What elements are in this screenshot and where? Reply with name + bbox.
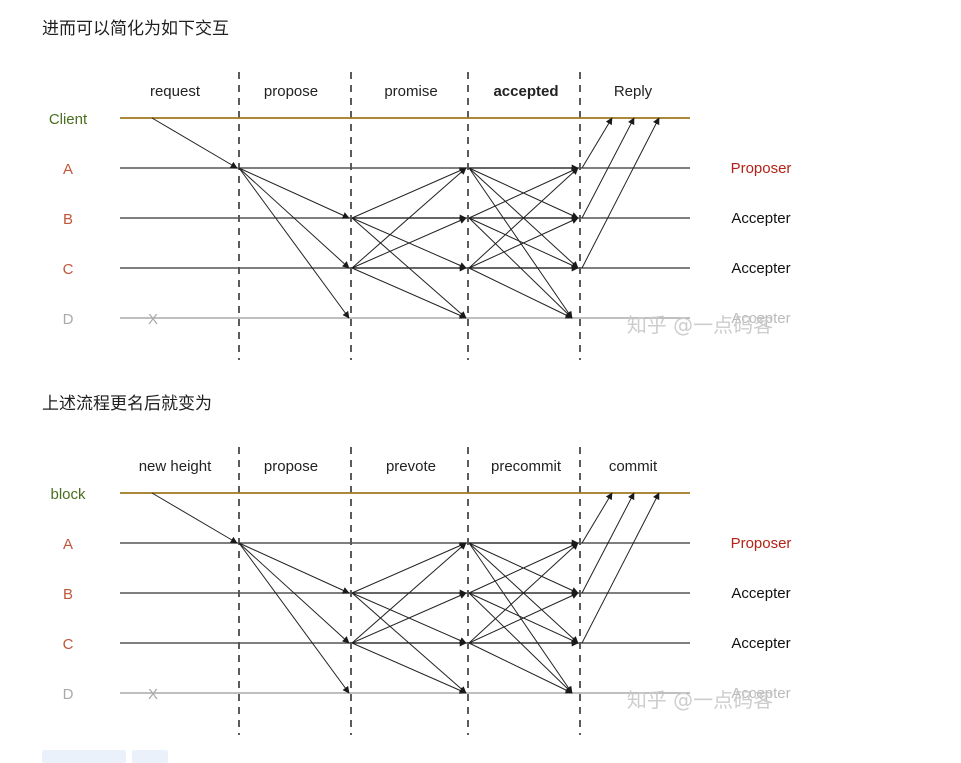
node-label: A xyxy=(63,536,73,553)
message-arrow xyxy=(238,542,350,694)
message-arrow xyxy=(468,167,579,269)
node-label: A xyxy=(63,161,73,178)
message-arrow xyxy=(351,167,467,269)
message-arrow xyxy=(581,117,613,169)
message-arrow xyxy=(238,542,350,594)
section-heading-1: 进而可以简化为如下交互 xyxy=(42,19,229,39)
message-arrow xyxy=(238,167,350,219)
node-label: block xyxy=(50,486,86,503)
phase-label: commit xyxy=(609,458,658,475)
message-arrow xyxy=(581,492,635,594)
watermark: 知乎 @一点码客 xyxy=(627,313,773,337)
phase-label: request xyxy=(150,83,201,100)
role-label: Accepter xyxy=(731,310,790,327)
message-arrow xyxy=(151,492,238,544)
role-label: Accepter xyxy=(731,260,790,277)
toolbar-block xyxy=(132,750,168,763)
role-label: Proposer xyxy=(731,160,792,177)
message-arrow xyxy=(581,117,635,219)
message-arrow xyxy=(351,217,467,269)
message-arrow xyxy=(581,117,660,269)
bottom-toolbar xyxy=(42,750,168,763)
node-label: C xyxy=(63,261,74,278)
message-arrow xyxy=(238,542,350,644)
message-arrow xyxy=(468,542,579,594)
message-arrow xyxy=(351,592,467,644)
role-label: Accepter xyxy=(731,210,790,227)
message-arrow xyxy=(351,542,467,594)
message-arrow xyxy=(468,542,579,644)
role-label: Proposer xyxy=(731,535,792,552)
role-label: Accepter xyxy=(731,635,790,652)
phase-label: accepted xyxy=(493,83,558,100)
phase-label: promise xyxy=(384,83,437,100)
message-arrow xyxy=(468,167,579,219)
toolbar-block xyxy=(42,750,126,763)
message-arrow xyxy=(581,492,660,644)
message-arrow xyxy=(581,492,613,544)
message-arrow xyxy=(238,167,350,269)
role-label: Accepter xyxy=(731,585,790,602)
role-label: Accepter xyxy=(731,685,790,702)
phase-label: precommit xyxy=(491,458,562,475)
watermark: 知乎 @一点码客 xyxy=(627,688,773,712)
message-arrow xyxy=(468,592,579,644)
phase-label: propose xyxy=(264,458,318,475)
phase-label: Reply xyxy=(614,83,653,100)
phase-label: prevote xyxy=(386,458,436,475)
message-arrow xyxy=(468,267,573,319)
message-arrow xyxy=(351,642,467,694)
message-arrow xyxy=(468,217,579,269)
phase-label: propose xyxy=(264,83,318,100)
node-label: C xyxy=(63,636,74,653)
message-arrow xyxy=(238,167,350,319)
message-arrow xyxy=(468,642,573,694)
node-label: B xyxy=(63,586,73,603)
node-label: Client xyxy=(49,111,88,128)
failure-marker: X xyxy=(148,311,158,328)
node-label: D xyxy=(63,686,74,703)
node-label: D xyxy=(63,311,74,328)
message-arrow xyxy=(351,167,467,219)
message-flow-diagram-2: new height propose prevote precommit commit b… xyxy=(50,447,792,735)
message-arrow xyxy=(468,542,573,694)
message-arrow xyxy=(351,542,467,644)
node-label: B xyxy=(63,211,73,228)
message-arrow xyxy=(468,167,573,319)
message-arrow xyxy=(351,267,467,319)
section-heading-2: 上述流程更名后就变为 xyxy=(42,394,212,414)
message-arrow xyxy=(151,117,238,169)
message-flow-diagram-1: request propose promise accepted Reply Client… xyxy=(49,72,792,360)
phase-label: new height xyxy=(139,458,212,475)
failure-marker: X xyxy=(148,686,158,703)
